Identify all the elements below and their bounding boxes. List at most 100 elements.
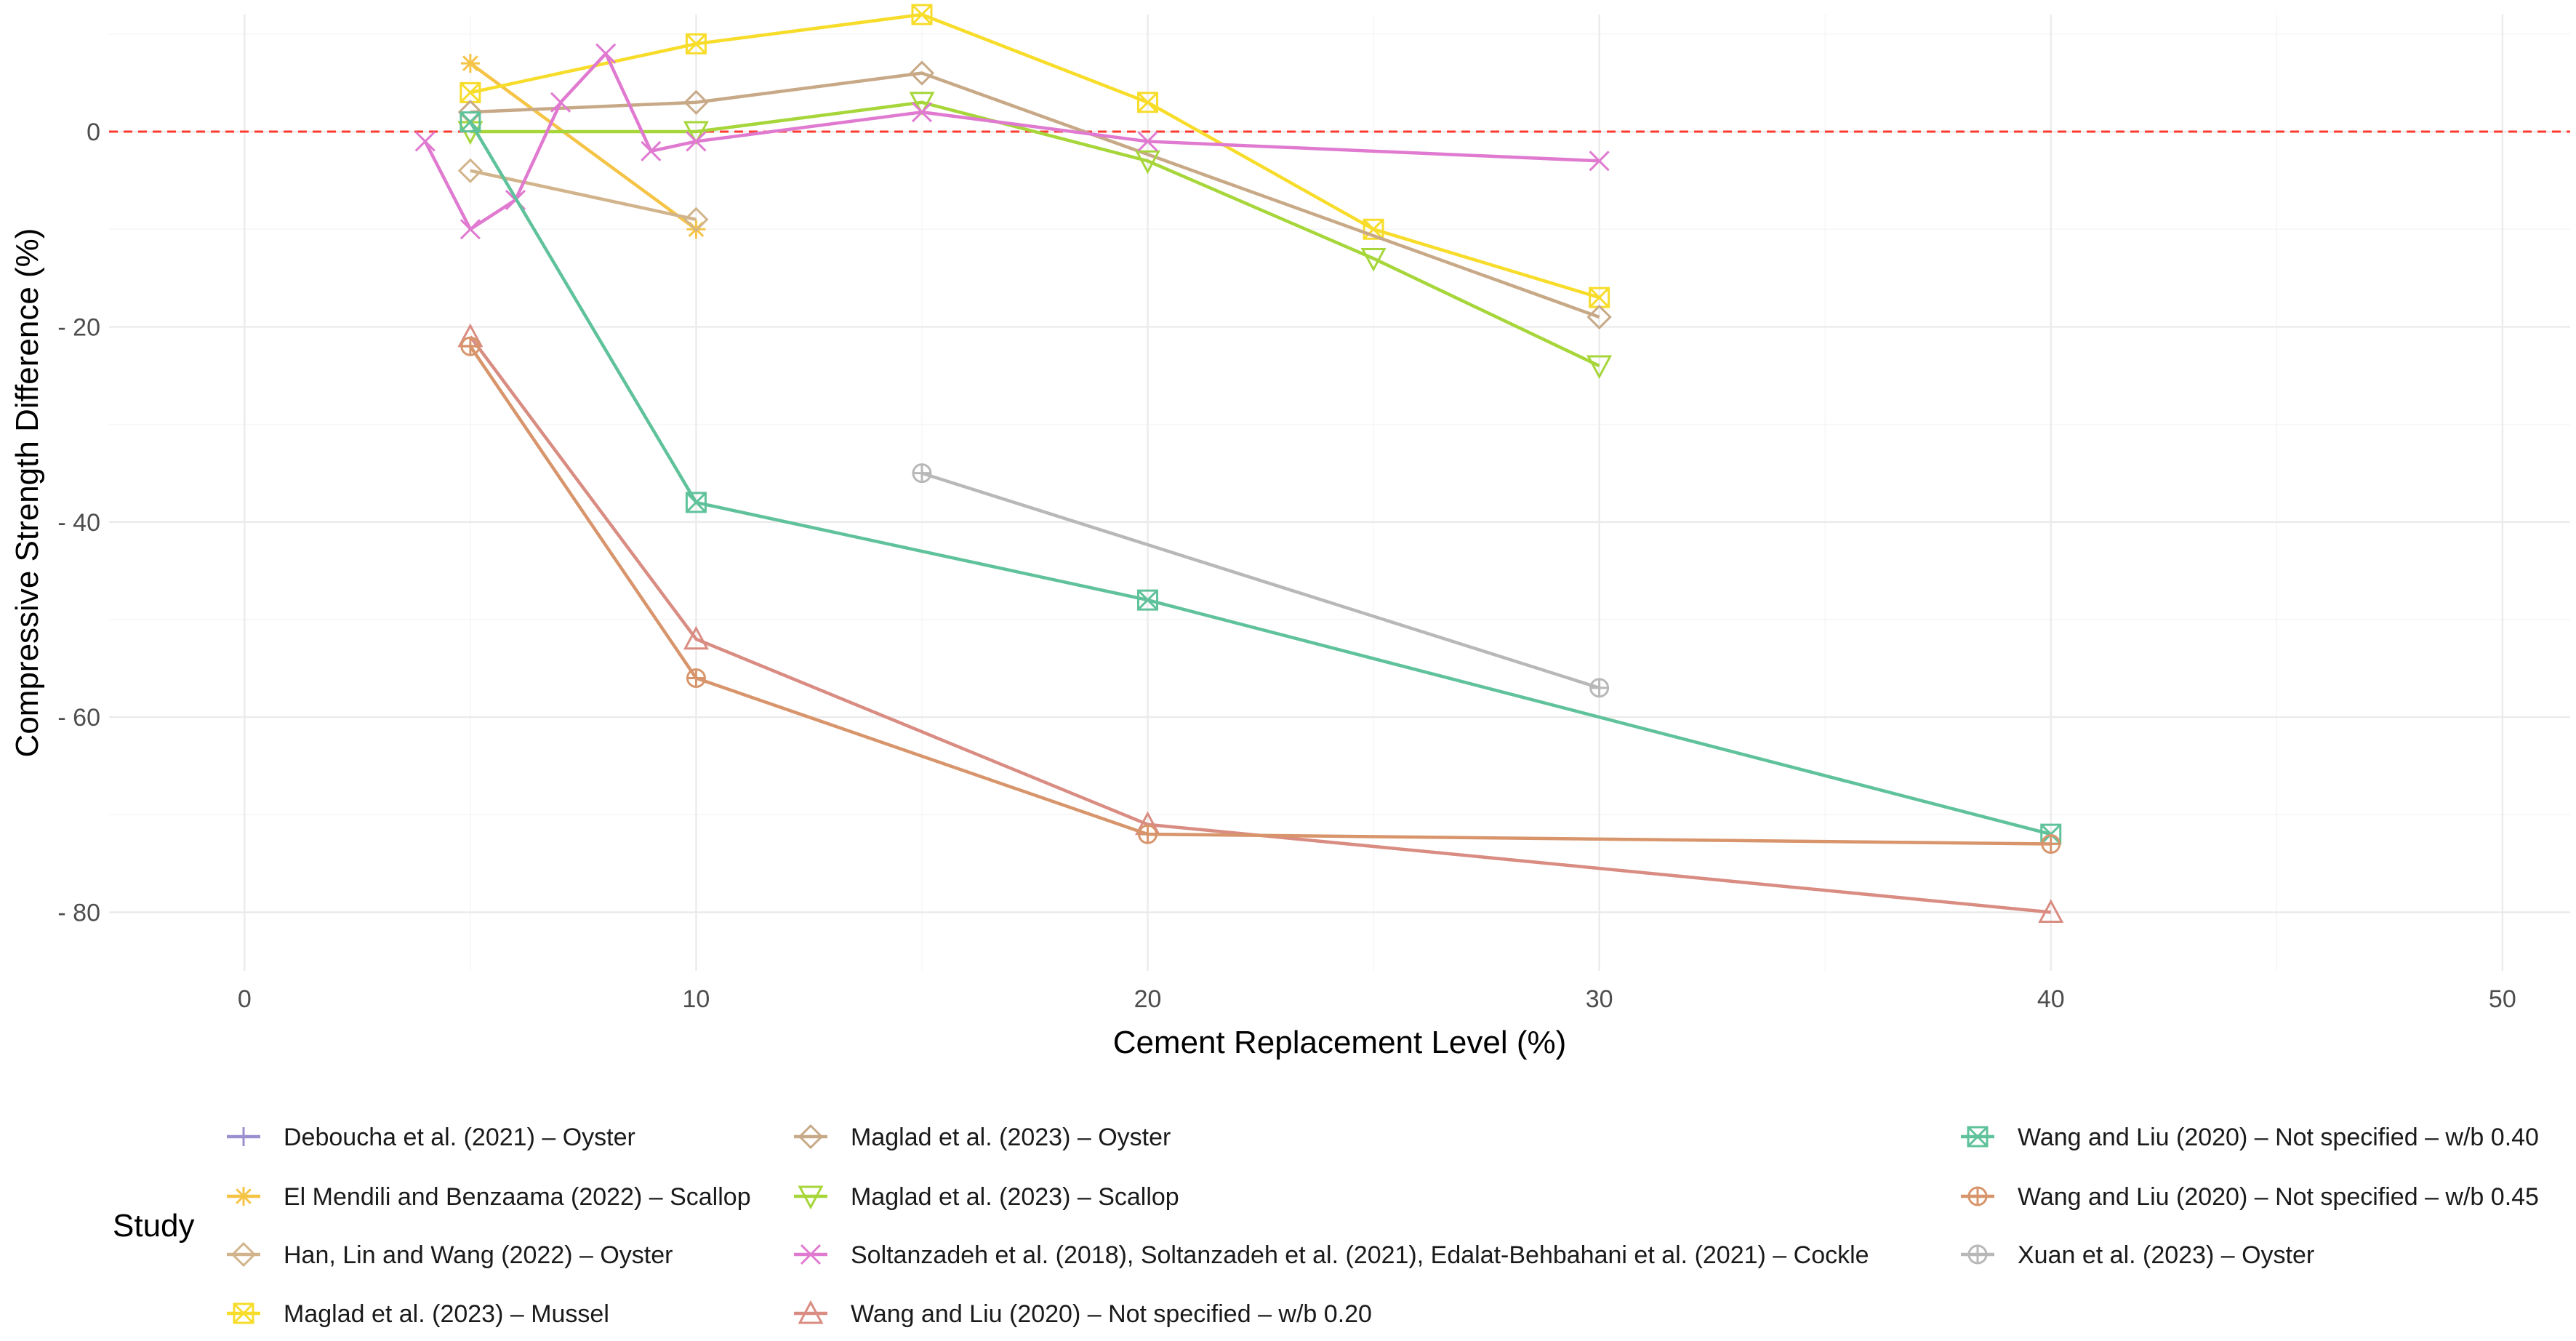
y-axis-title: Compressive Strength Difference (%) <box>9 228 45 758</box>
legend-label: Han, Lin and Wang (2022) – Oyster <box>284 1241 673 1269</box>
series-3 <box>460 4 1610 308</box>
marker-shape <box>686 131 707 152</box>
axes: 0 10 20 30 40 50 0 - 20 - 40 - 60 - 80 Cement Repla… <box>9 119 2516 1060</box>
data-point-marker <box>1586 304 1612 330</box>
legend-title: Study <box>113 1208 195 1244</box>
legend-label: Xuan et al. (2023) – Oyster <box>2018 1241 2314 1269</box>
legend-item: Maglad et al. (2023) – Oyster <box>794 1124 1171 1151</box>
marker-shape <box>457 158 483 183</box>
series-line <box>921 471 1600 690</box>
data-point-marker <box>460 81 481 103</box>
series-10 <box>912 463 1610 698</box>
marker-shape <box>460 82 481 103</box>
data-point-marker <box>685 33 707 55</box>
legend-label: Wang and Liu (2020) – Not specified – w/… <box>851 1300 1372 1328</box>
series-line <box>423 52 1600 231</box>
marker-shape <box>1586 355 1613 380</box>
legend-item: Wang and Liu (2020) – Not specified – w/… <box>1961 1183 2539 1211</box>
data-point-marker <box>550 92 571 113</box>
data-point-marker <box>233 1302 254 1324</box>
marker-shape <box>2038 899 2064 923</box>
data-point-marker <box>686 668 706 688</box>
marker-shape <box>1589 287 1610 308</box>
marker-shape <box>550 92 571 113</box>
series-line <box>470 71 1600 319</box>
legend-item: Deboucha et al. (2021) – Oyster <box>227 1124 635 1151</box>
x-tick-label: 10 <box>683 985 710 1013</box>
data-point-marker <box>798 1185 824 1210</box>
legend-label: Wang and Liu (2020) – Not specified – w/… <box>2018 1183 2539 1211</box>
marker-shape <box>687 669 705 687</box>
data-point-marker <box>460 54 480 73</box>
marker-shape <box>460 111 481 132</box>
data-point-marker <box>909 60 935 86</box>
series-line <box>470 100 1600 368</box>
marker-shape <box>909 92 935 116</box>
x-tick-label: 50 <box>2489 985 2516 1013</box>
marker-shape <box>1135 150 1161 175</box>
data-point-marker <box>909 92 935 116</box>
legend-item: Maglad et al. (2023) – Scallop <box>794 1183 1179 1211</box>
data-point-marker <box>1589 678 1610 698</box>
marker-shape <box>233 1302 254 1324</box>
data-point-marker <box>683 89 709 115</box>
marker-shape <box>686 33 707 55</box>
marker-shape <box>595 43 617 64</box>
legend-item: Maglad et al. (2023) – Mussel <box>227 1300 609 1328</box>
data-point-marker <box>1135 150 1161 175</box>
marker-shape <box>683 625 709 650</box>
marker-shape <box>798 1185 824 1210</box>
marker-shape <box>1967 1126 1989 1148</box>
data-point-marker <box>414 131 436 152</box>
legend-label: El Mendili and Benzaama (2022) – Scallop <box>284 1183 751 1211</box>
legend-item: El Mendili and Benzaama (2022) – Scallop <box>227 1183 751 1211</box>
marker-shape <box>798 1300 824 1324</box>
y-tick-label: - 20 <box>57 313 100 341</box>
marker-shape <box>461 337 479 356</box>
data-point-marker <box>460 219 481 240</box>
data-point-marker <box>234 1187 253 1206</box>
marker-shape <box>909 60 935 86</box>
marker-shape <box>1137 92 1158 113</box>
y-tick-label: - 80 <box>57 899 100 926</box>
series-7 <box>457 323 2064 923</box>
data-point-marker <box>1137 92 1159 113</box>
data-point-marker <box>1589 287 1610 308</box>
data-point-marker <box>230 1241 257 1268</box>
data-point-marker <box>1360 247 1387 272</box>
marker-shape <box>683 121 709 145</box>
legend: Study Deboucha et al. (2021) – Oyster El M… <box>113 1124 2539 1328</box>
data-series <box>414 4 2064 923</box>
series-line <box>469 335 2051 914</box>
data-point-marker <box>800 1244 822 1265</box>
marker-shape <box>234 1127 253 1146</box>
data-point-marker <box>1589 151 1610 172</box>
series-9 <box>460 336 2061 854</box>
data-point-marker <box>460 336 481 356</box>
marker-shape <box>230 1241 257 1268</box>
marker-shape <box>1360 247 1387 272</box>
data-point-marker <box>1137 131 1158 152</box>
y-tick-label: 0 <box>87 119 100 146</box>
marker-shape <box>912 464 931 482</box>
x-tick-label: 30 <box>1586 985 1613 1013</box>
legend-item: Wang and Liu (2020) – Not specified – w/… <box>794 1300 1372 1328</box>
series-8 <box>460 111 2062 845</box>
data-point-marker <box>2038 899 2064 923</box>
marker-shape <box>1589 151 1610 172</box>
marker-shape <box>798 1124 824 1150</box>
legend-label: Maglad et al. (2023) – Mussel <box>284 1300 609 1328</box>
marker-shape <box>460 219 481 240</box>
series-line <box>469 62 697 231</box>
marker-shape <box>683 89 709 115</box>
marker-shape <box>1969 1246 1986 1263</box>
legend-item: Han, Lin and Wang (2022) – Oyster <box>227 1241 673 1269</box>
y-tick-label: - 60 <box>57 704 100 732</box>
marker-shape <box>460 54 480 73</box>
data-point-marker <box>234 1127 253 1146</box>
legend-label: Maglad et al. (2023) – Scallop <box>851 1183 1179 1211</box>
marker-shape <box>1137 590 1158 611</box>
data-point-marker <box>595 43 617 64</box>
